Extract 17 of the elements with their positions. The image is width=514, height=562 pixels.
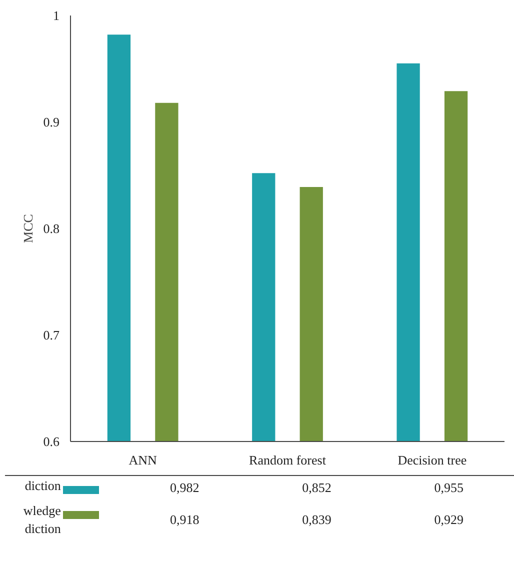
data-label: 0,918 — [169, 510, 200, 529]
y-tick-label: 0.8 — [43, 221, 60, 236]
data-label: 0,955 — [433, 479, 465, 497]
x-tick-label: Decision tree — [398, 452, 467, 468]
x-tick-label: ANN — [128, 452, 158, 468]
data-label: 0,839 — [301, 510, 332, 529]
y-axis-title: MCC — [20, 214, 36, 243]
y-tick-label: 0.6 — [43, 434, 60, 449]
data-label: 0,929 — [433, 510, 465, 529]
data-label: 0,852 — [301, 479, 332, 497]
x-tick-label: Random forest — [249, 452, 326, 468]
y-tick-label: 1 — [53, 8, 60, 23]
y-tick-label: 0.9 — [43, 114, 60, 130]
legend-label: wledge diction — [22, 502, 62, 538]
y-tick-label: 0.7 — [43, 328, 60, 342]
legend-label: diction — [24, 477, 62, 495]
data-label: 0,982 — [169, 479, 200, 497]
